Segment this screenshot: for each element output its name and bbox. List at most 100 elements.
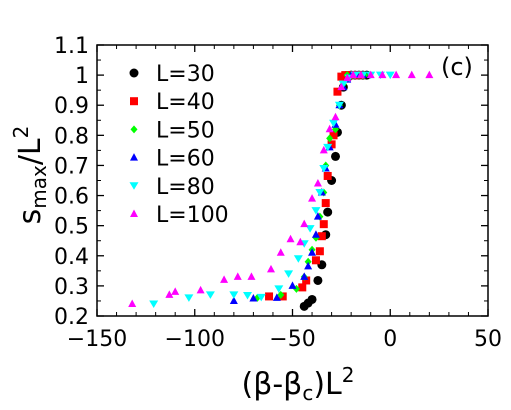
data-point	[205, 291, 215, 299]
data-point	[338, 80, 348, 89]
y-tick-label: 0.2	[54, 305, 89, 330]
y-tick-label: 0.7	[54, 154, 89, 179]
y-tick-label: 0.4	[54, 245, 89, 270]
data-point	[308, 194, 317, 202]
data-point	[325, 124, 334, 133]
panel-label: (c)	[441, 53, 473, 81]
data-point	[307, 294, 317, 304]
data-point	[392, 70, 401, 79]
y-tick-label: 1.1	[54, 34, 89, 59]
data-point	[407, 70, 416, 79]
data-point	[319, 145, 328, 154]
data-point	[329, 119, 339, 128]
data-point	[293, 255, 303, 263]
data-point	[311, 207, 321, 215]
legend-label: L=80	[156, 175, 215, 200]
data-point	[333, 87, 342, 96]
x-tick-label: −150	[67, 327, 127, 352]
data-point	[425, 70, 434, 79]
data-point	[300, 219, 309, 228]
data-point	[349, 70, 358, 79]
data-point	[265, 292, 274, 301]
data-point	[296, 237, 305, 246]
legend-label: L=40	[156, 90, 215, 115]
data-point	[277, 290, 285, 299]
data-point	[128, 299, 137, 307]
y-tick-label: 0.5	[54, 215, 89, 240]
legend-label: L=30	[156, 62, 215, 87]
data-point	[315, 247, 324, 256]
legend-marker	[130, 97, 138, 106]
y-axis-title: smax/L2	[9, 126, 51, 225]
data-point	[311, 230, 320, 238]
y-axis: 0.2 0.3 0.4 0.5 0.6 0.7 0.8 0.9 1 1.1	[54, 34, 488, 330]
data-point	[229, 296, 238, 304]
data-point	[149, 300, 159, 308]
data-point	[243, 292, 253, 300]
data-point	[321, 199, 330, 208]
data-point	[196, 285, 205, 294]
data-point	[298, 283, 307, 292]
legend-label: L=60	[156, 147, 215, 172]
data-point	[337, 82, 346, 91]
data-point	[276, 248, 285, 256]
data-point	[220, 275, 229, 283]
data-point	[313, 275, 323, 285]
legend-label: L=100	[156, 203, 229, 228]
legend: L=30 L=40 L=50 L=60 L=80 L=100	[129, 62, 229, 228]
data-point	[284, 270, 294, 278]
data-point	[304, 261, 313, 270]
data-point	[323, 171, 332, 180]
data-point	[304, 257, 312, 266]
y-tick-label: 0.3	[54, 275, 89, 300]
series-l100	[128, 70, 434, 307]
x-tick-label: −50	[269, 327, 315, 352]
data-point	[286, 234, 295, 243]
data-point	[323, 207, 333, 217]
series-layer	[128, 70, 434, 311]
data-point	[326, 134, 334, 143]
y-tick-label: 0.8	[54, 124, 89, 149]
data-point	[343, 73, 352, 82]
data-point	[378, 70, 387, 79]
data-point	[313, 179, 322, 187]
data-point	[247, 272, 256, 280]
data-point	[308, 248, 317, 256]
data-point	[366, 70, 375, 79]
legend-marker	[129, 182, 139, 190]
data-point	[256, 293, 266, 302]
data-point	[323, 143, 333, 152]
data-point	[356, 70, 365, 79]
data-point	[319, 220, 328, 229]
data-point	[334, 101, 344, 110]
data-point	[288, 281, 297, 289]
x-tick-label: 0	[383, 327, 397, 352]
legend-marker	[129, 68, 139, 78]
legend-marker	[130, 125, 138, 134]
data-point	[249, 294, 258, 302]
data-point	[165, 290, 174, 298]
data-point	[385, 71, 395, 80]
data-point	[272, 293, 281, 301]
series-l60	[229, 70, 367, 304]
legend-label: L=50	[156, 118, 215, 143]
data-point	[331, 151, 341, 161]
data-point	[331, 112, 340, 121]
data-point	[302, 276, 311, 285]
y-tick-label: 0.9	[54, 94, 89, 119]
data-point	[315, 189, 325, 197]
data-point	[319, 164, 329, 173]
data-point	[274, 285, 284, 293]
y-tick-label: 0.6	[54, 185, 89, 210]
data-point	[300, 272, 309, 280]
legend-marker	[130, 153, 138, 161]
data-point	[229, 291, 239, 299]
data-point	[311, 256, 320, 265]
data-point	[233, 272, 242, 280]
x-axis-title: (β-βc)L2	[242, 363, 355, 405]
data-point	[171, 287, 180, 295]
y-tick-label: 1	[75, 64, 89, 89]
x-axis: −150 −100 −50 0 50	[67, 45, 502, 352]
data-point	[317, 232, 326, 241]
